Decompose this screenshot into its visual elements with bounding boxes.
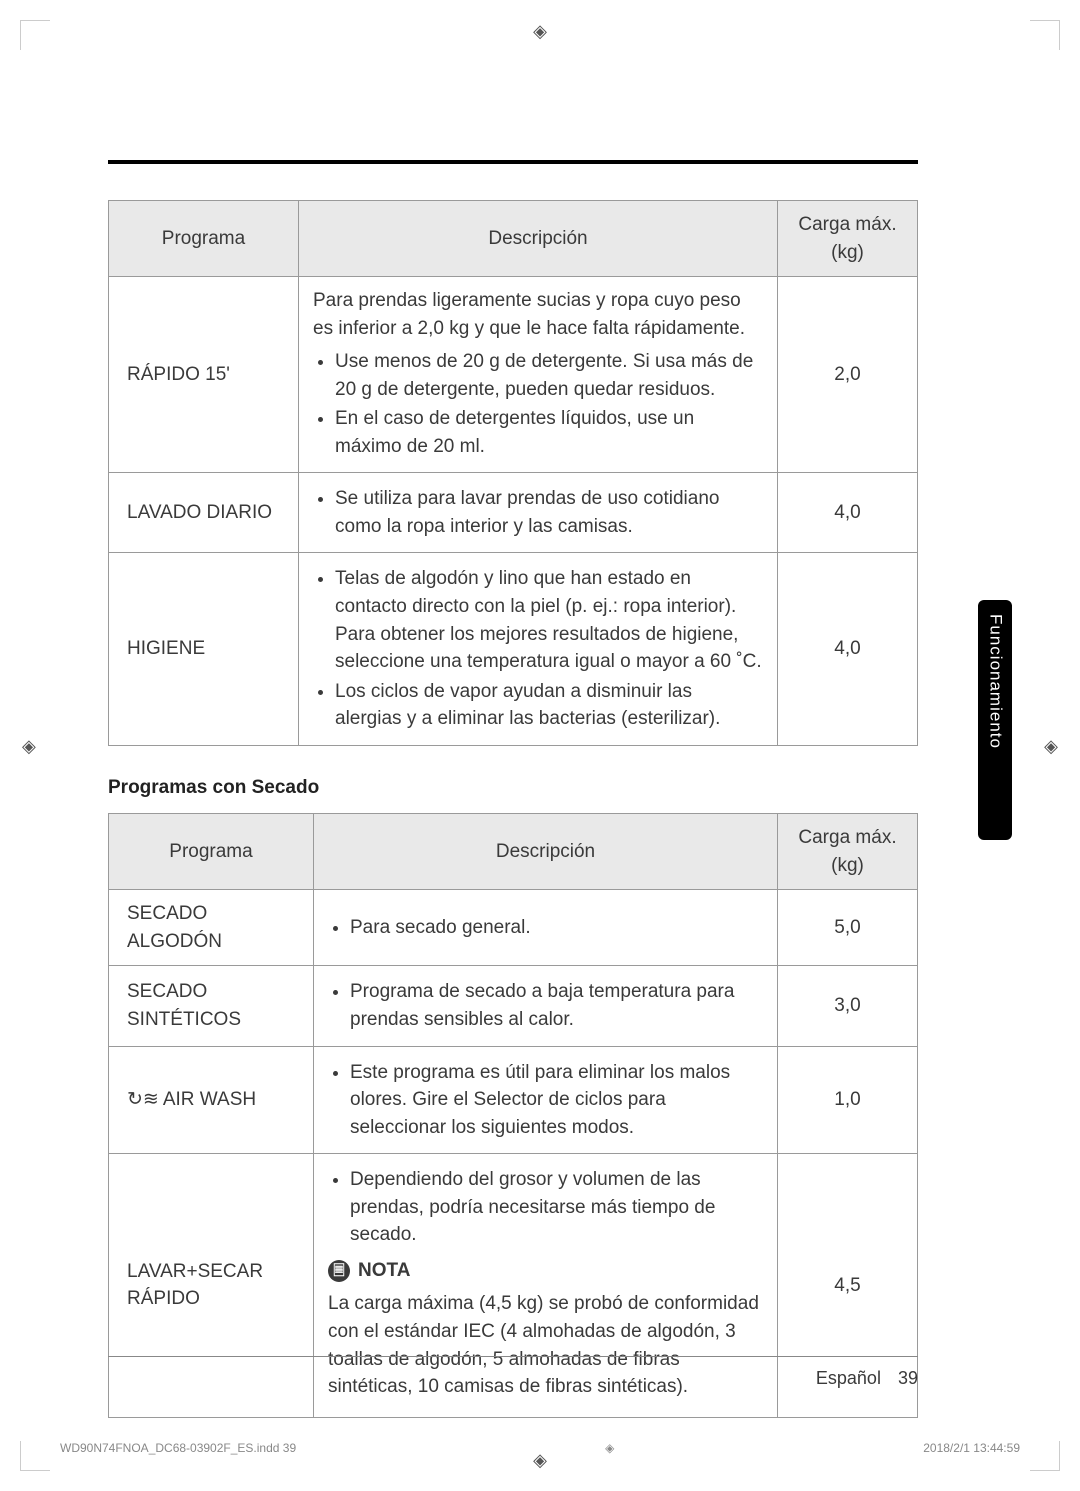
- side-tab-label: Funcionamiento: [983, 614, 1008, 749]
- description-bullet: Dependiendo del grosor y volumen de las …: [350, 1166, 763, 1249]
- table-row: SECADO ALGODÓN Para secado general. 5,0: [109, 890, 918, 966]
- description-paragraph: Para prendas ligeramente sucias y ropa c…: [313, 287, 763, 342]
- crop-mark: [1030, 1441, 1060, 1471]
- registration-mark: ◈: [1044, 732, 1058, 758]
- program-name: SECADO SINTÉTICOS: [109, 966, 314, 1046]
- program-name: SECADO ALGODÓN: [109, 890, 314, 966]
- col-header-program: Programa: [109, 201, 299, 277]
- note-label: NOTA: [358, 1257, 410, 1285]
- col-header-load: Carga máx. (kg): [778, 814, 918, 890]
- max-load: 4,0: [778, 473, 918, 553]
- page-content: Programa Descripción Carga máx. (kg) RÁP…: [108, 160, 918, 1418]
- max-load: 5,0: [778, 890, 918, 966]
- airwash-icon: ↻≋: [127, 1089, 159, 1110]
- table-row: RÁPIDO 15' Para prendas ligeramente suci…: [109, 277, 918, 473]
- col-header-load: Carga máx. (kg): [778, 201, 918, 277]
- description-bullet: Se utiliza para lavar prendas de uso cot…: [335, 485, 763, 540]
- max-load: 1,0: [778, 1046, 918, 1154]
- crop-mark: [20, 1441, 50, 1471]
- registration-mark: ◈: [533, 18, 547, 44]
- program-description: Para prendas ligeramente sucias y ropa c…: [299, 277, 778, 473]
- program-description: Este programa es útil para eliminar los …: [314, 1046, 778, 1154]
- footer-language: Español: [816, 1368, 881, 1388]
- col-header-program: Programa: [109, 814, 314, 890]
- program-description: Telas de algodón y lino que han estado e…: [299, 553, 778, 745]
- page-footer: Español 39: [108, 1356, 918, 1391]
- description-bullet: Use menos de 20 g de detergente. Si usa …: [335, 348, 763, 403]
- description-bullet: En el caso de detergentes líquidos, use …: [335, 405, 763, 460]
- crop-mark: [1030, 20, 1060, 50]
- note-icon: 🗏: [328, 1260, 350, 1282]
- table-row: HIGIENE Telas de algodón y lino que han …: [109, 553, 918, 745]
- section-rule: [108, 160, 918, 164]
- description-bullet: Los ciclos de vapor ayudan a disminuir l…: [335, 678, 763, 733]
- description-bullet: Telas de algodón y lino que han estado e…: [335, 565, 763, 675]
- print-reg-icon: ◈: [605, 1440, 614, 1457]
- description-bullet: Programa de secado a baja temperatura pa…: [350, 978, 763, 1033]
- description-bullet: Para secado general.: [350, 914, 763, 942]
- note-heading: 🗏 NOTA: [328, 1257, 763, 1285]
- table-row: LAVADO DIARIO Se utiliza para lavar pren…: [109, 473, 918, 553]
- footer-page-number: 39: [898, 1368, 918, 1388]
- program-description: Se utiliza para lavar prendas de uso cot…: [299, 473, 778, 553]
- side-tab: Funcionamiento: [978, 600, 1012, 840]
- program-name: ↻≋AIR WASH: [109, 1046, 314, 1154]
- print-job-line: WD90N74FNOA_DC68-03902F_ES.indd 39 ◈ 201…: [60, 1440, 1020, 1457]
- program-description: Programa de secado a baja temperatura pa…: [314, 966, 778, 1046]
- programs-table: Programa Descripción Carga máx. (kg) RÁP…: [108, 200, 918, 746]
- max-load: 3,0: [778, 966, 918, 1046]
- print-timestamp: 2018/2/1 13:44:59: [923, 1440, 1020, 1457]
- program-name-text: AIR WASH: [163, 1089, 256, 1110]
- col-header-description: Descripción: [299, 201, 778, 277]
- print-file-name: WD90N74FNOA_DC68-03902F_ES.indd 39: [60, 1440, 296, 1457]
- drying-programs-table: Programa Descripción Carga máx. (kg) SEC…: [108, 813, 918, 1417]
- max-load: 2,0: [778, 277, 918, 473]
- program-name: RÁPIDO 15': [109, 277, 299, 473]
- program-name: LAVADO DIARIO: [109, 473, 299, 553]
- section-title: Programas con Secado: [108, 774, 918, 802]
- col-header-description: Descripción: [314, 814, 778, 890]
- max-load: 4,0: [778, 553, 918, 745]
- crop-mark: [20, 20, 50, 50]
- registration-mark: ◈: [22, 732, 36, 758]
- program-description: Para secado general.: [314, 890, 778, 966]
- table-row: ↻≋AIR WASH Este programa es útil para el…: [109, 1046, 918, 1154]
- program-name: HIGIENE: [109, 553, 299, 745]
- description-bullet: Este programa es útil para eliminar los …: [350, 1059, 763, 1142]
- table-row: SECADO SINTÉTICOS Programa de secado a b…: [109, 966, 918, 1046]
